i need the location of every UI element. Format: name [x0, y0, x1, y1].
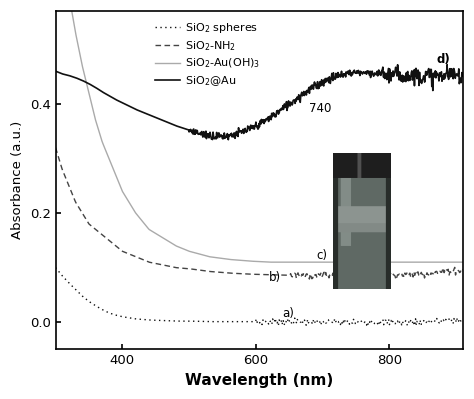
Text: b): b)	[269, 271, 282, 284]
X-axis label: Wavelength (nm): Wavelength (nm)	[185, 373, 333, 388]
Text: d): d)	[436, 53, 450, 66]
Text: a): a)	[283, 307, 294, 320]
Text: c): c)	[316, 249, 327, 263]
Y-axis label: Absorbance (a.u.): Absorbance (a.u.)	[11, 121, 24, 239]
Legend: SiO$_2$ spheres, SiO$_2$-NH$_2$, SiO$_2$-Au(OH)$_3$, SiO$_2$@Au: SiO$_2$ spheres, SiO$_2$-NH$_2$, SiO$_2$…	[151, 17, 264, 93]
Text: 740: 740	[310, 102, 332, 115]
